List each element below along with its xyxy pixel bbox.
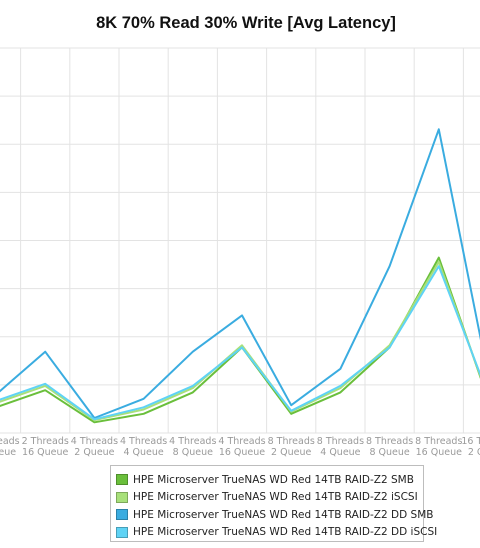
- legend-swatch: [116, 509, 128, 521]
- series-line-3: [0, 128, 480, 419]
- x-tick-label: 8 Threads 8 Queue: [366, 436, 413, 458]
- x-tick-label: 4 Threads 2 Queue: [71, 436, 118, 458]
- x-tick-label: 8 Threads 16 Queue: [415, 436, 462, 458]
- x-tick-label: 8 Threads 4 Queue: [317, 436, 364, 458]
- x-tick-label: 2 Threads 16 Queue: [22, 436, 69, 458]
- series-line-2: [0, 260, 480, 422]
- x-tick-label: 4 Threads 16 Queue: [218, 436, 265, 458]
- legend-item-1[interactable]: HPE Microserver TrueNAS WD Red 14TB RAID…: [111, 471, 423, 489]
- x-tick-label: 4 Threads 4 Queue: [120, 436, 167, 458]
- legend-label: HPE Microserver TrueNAS WD Red 14TB RAID…: [133, 491, 418, 504]
- legend-item-2[interactable]: HPE Microserver TrueNAS WD Red 14TB RAID…: [111, 489, 423, 507]
- legend-label: HPE Microserver TrueNAS WD Red 14TB RAID…: [133, 526, 438, 539]
- legend-swatch: [116, 474, 128, 486]
- series-line-4: [0, 265, 480, 421]
- x-tick-label: 4 Threads 8 Queue: [169, 436, 216, 458]
- x-tick-label: 8 Threads 2 Queue: [268, 436, 315, 458]
- legend-label: HPE Microserver TrueNAS WD Red 14TB RAID…: [133, 473, 414, 486]
- chart-series-lines: [0, 128, 480, 424]
- legend-item-4[interactable]: HPE Microserver TrueNAS WD Red 14TB RAID…: [111, 524, 437, 542]
- legend-label: HPE Microserver TrueNAS WD Red 14TB RAID…: [133, 508, 434, 521]
- legend-swatch: [116, 491, 128, 503]
- series-line-1: [0, 256, 480, 424]
- chart-title: 8K 70% Read 30% Write [Avg Latency]: [96, 14, 396, 32]
- chart-legend: HPE Microserver TrueNAS WD Red 14TB RAID…: [110, 465, 437, 542]
- chart-gridlines: [0, 47, 480, 434]
- legend-swatch: [116, 526, 128, 538]
- legend-item-3[interactable]: HPE Microserver TrueNAS WD Red 14TB RAID…: [111, 506, 433, 524]
